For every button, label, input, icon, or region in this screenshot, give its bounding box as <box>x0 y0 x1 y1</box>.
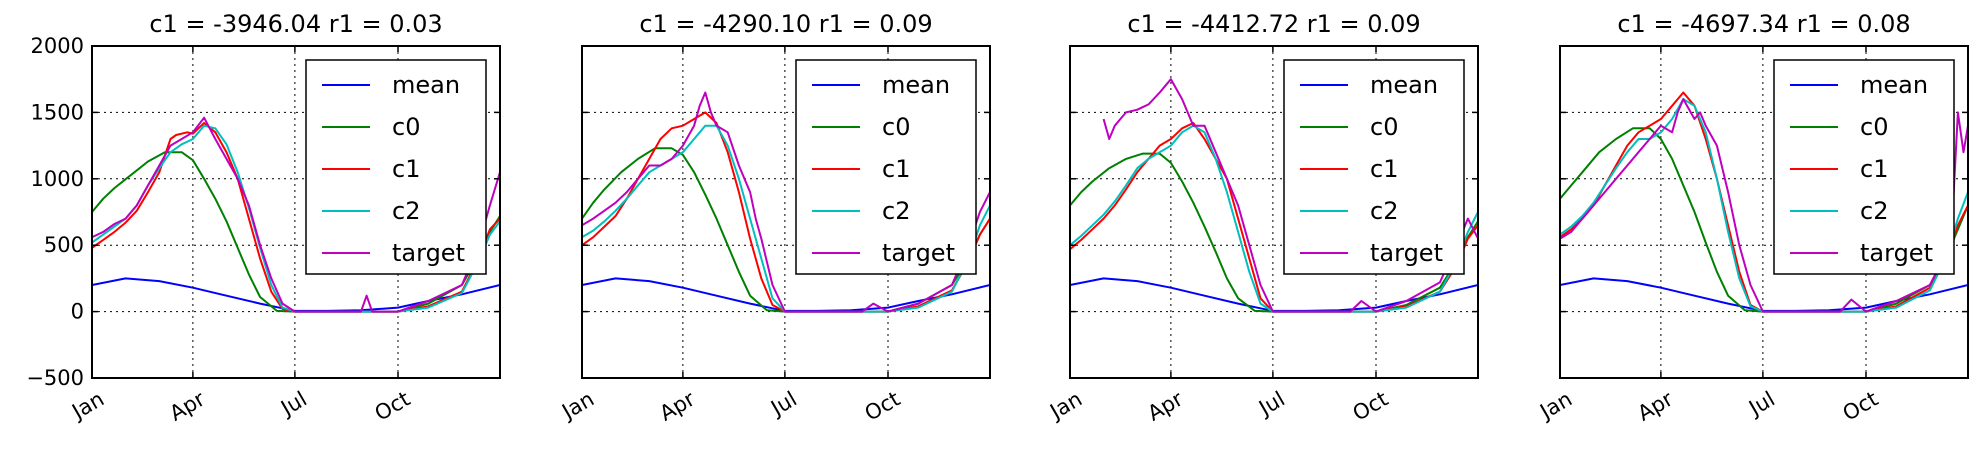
legend-label-target: target <box>882 239 955 267</box>
series-group <box>582 91 990 313</box>
x-tick-label: Jan <box>556 387 598 425</box>
x-tick-label: Oct <box>1839 387 1882 426</box>
legend-label-mean: mean <box>1860 71 1928 99</box>
legend-label-c0: c0 <box>882 113 910 141</box>
x-tick-label: Apr <box>1634 387 1678 426</box>
legend-label-c1: c1 <box>1860 155 1888 183</box>
subplot-title: c1 = -4412.72 r1 = 0.09 <box>1127 10 1420 38</box>
legend-label-target: target <box>1370 239 1443 267</box>
y-tick-label: 1500 <box>31 100 84 124</box>
x-tick-label: Jul <box>1743 387 1779 421</box>
subplot-title: c1 = -3946.04 r1 = 0.03 <box>149 10 442 38</box>
legend-label-c2: c2 <box>1860 197 1888 225</box>
plot-frame <box>581 45 991 379</box>
legend: mean c0 c1 c2 target <box>305 59 487 275</box>
legend-label-mean: mean <box>1370 71 1438 99</box>
subplot-2: Jan Apr Jul Oct c1 = -4290.10 r1 = 0.09 mean c… <box>556 10 991 426</box>
series-line-c1 <box>92 122 500 313</box>
x-tick-label: Apr <box>166 387 210 426</box>
legend-label-c2: c2 <box>392 197 420 225</box>
y-tick-label: 2000 <box>31 34 84 58</box>
legend-label-mean: mean <box>392 71 460 99</box>
x-tick-label: Jan <box>1534 387 1576 425</box>
series-group <box>1070 78 1478 313</box>
legend-label-c1: c1 <box>882 155 910 183</box>
legend: mean c0 c1 c2 target <box>1283 59 1465 275</box>
y-tick-label: 1000 <box>31 167 84 191</box>
series-group <box>1560 91 1968 313</box>
legend: mean c0 c1 c2 target <box>1773 59 1955 275</box>
series-line-c1 <box>1070 122 1478 313</box>
legend-label-c1: c1 <box>1370 155 1398 183</box>
x-tick-label: Apr <box>656 387 700 426</box>
series-line-target <box>582 91 990 313</box>
x-tick-label: Jan <box>1044 387 1086 425</box>
subplot-title: c1 = -4290.10 r1 = 0.09 <box>639 10 932 38</box>
plot-frame <box>1069 45 1479 379</box>
series-line-c2 <box>1070 124 1478 313</box>
plot-frame <box>91 45 501 379</box>
y-tick-label: 0 <box>71 300 84 324</box>
x-tick-label: Oct <box>1349 387 1392 426</box>
x-tick-label: Oct <box>861 387 904 426</box>
x-tick-label: Jul <box>765 387 801 421</box>
legend-label-mean: mean <box>882 71 950 99</box>
legend-label-target: target <box>1860 239 1933 267</box>
series-line-c0 <box>1070 152 1478 313</box>
x-tick-label: Jan <box>66 387 108 425</box>
legend-label-target: target <box>392 239 465 267</box>
legend-box <box>305 59 487 275</box>
legend: mean c0 c1 c2 target <box>795 59 977 275</box>
series-line-mean <box>1560 277 1968 312</box>
series-line-target <box>1560 98 1968 313</box>
series-line-target <box>92 116 500 313</box>
y-tick-label: 500 <box>44 233 84 257</box>
subplot-4: Jan Apr Jul Oct c1 = -4697.34 r1 = 0.08 mean c… <box>1534 10 1969 426</box>
series-line-c0 <box>1560 127 1968 313</box>
series-line-c0 <box>92 151 500 313</box>
subplot-title: c1 = -4697.34 r1 = 0.08 <box>1617 10 1910 38</box>
legend-label-c2: c2 <box>1370 197 1398 225</box>
legend-label-c0: c0 <box>1370 113 1398 141</box>
subplot-3: Jan Apr Jul Oct c1 = -4412.72 r1 = 0.09 mean c… <box>1044 10 1479 426</box>
y-tick-label: −500 <box>26 366 84 390</box>
subplot-1: −500 0 500 1000 1500 2000 Jan Apr Jul Oct c1 = -39… <box>26 10 501 426</box>
series-line-mean <box>582 277 990 312</box>
x-tick-label: Jul <box>1253 387 1289 421</box>
legend-box <box>1283 59 1465 275</box>
legend-label-c1: c1 <box>392 155 420 183</box>
legend-box <box>795 59 977 275</box>
series-line-c2 <box>1560 98 1968 313</box>
legend-label-c0: c0 <box>1860 113 1888 141</box>
series-line-target <box>1102 78 1478 313</box>
plot-frame <box>1559 45 1969 379</box>
legend-box <box>1773 59 1955 275</box>
x-tick-label: Oct <box>371 387 414 426</box>
series-line-mean <box>92 277 500 312</box>
x-tick-label: Jul <box>275 387 311 421</box>
x-tick-label: Apr <box>1144 387 1188 426</box>
legend-label-c2: c2 <box>882 197 910 225</box>
series-group <box>92 116 500 313</box>
legend-label-c0: c0 <box>392 113 420 141</box>
